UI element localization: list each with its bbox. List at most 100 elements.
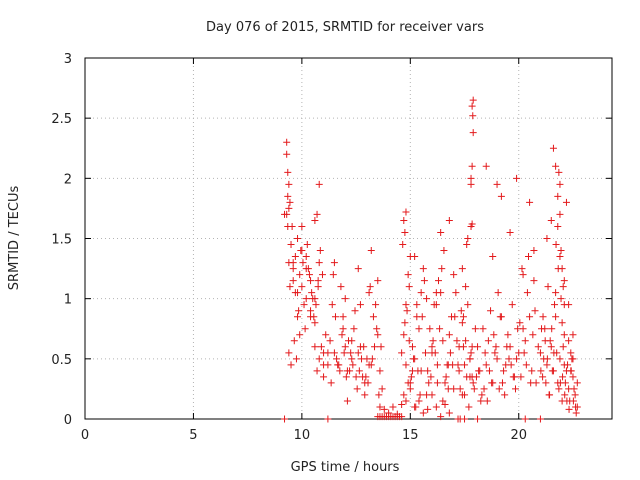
data-point — [556, 379, 564, 387]
data-point — [432, 301, 440, 309]
x-tick-label: 0 — [81, 428, 89, 443]
data-point — [433, 361, 441, 369]
data-point — [496, 313, 504, 321]
data-point — [311, 295, 319, 303]
data-point — [526, 313, 534, 321]
data-point — [456, 385, 464, 393]
data-point — [464, 301, 472, 309]
data-point — [281, 415, 289, 423]
data-point — [452, 289, 460, 297]
data-point — [436, 325, 444, 333]
data-point — [330, 349, 338, 357]
y-tick-label: 0 — [64, 413, 72, 428]
data-point — [299, 259, 307, 267]
data-point — [285, 180, 293, 188]
data-point — [401, 319, 409, 327]
data-point — [521, 337, 529, 345]
data-point — [494, 289, 502, 297]
data-point — [343, 397, 351, 405]
data-point — [558, 265, 566, 273]
data-point — [539, 313, 547, 321]
data-point — [339, 313, 347, 321]
data-point — [543, 361, 551, 369]
data-point — [404, 379, 412, 387]
data-point — [561, 391, 569, 399]
data-point — [313, 367, 321, 375]
data-point — [559, 283, 567, 291]
x-tick-label: 5 — [189, 428, 197, 443]
data-point — [308, 289, 316, 297]
data-point — [465, 403, 473, 411]
data-point — [328, 301, 336, 309]
data-point — [405, 283, 413, 291]
data-point — [286, 283, 294, 291]
data-point — [559, 373, 567, 381]
data-point — [307, 313, 315, 321]
data-point — [557, 247, 565, 255]
data-point — [295, 307, 303, 315]
data-point — [552, 289, 560, 297]
data-point — [404, 271, 412, 279]
data-point — [573, 379, 581, 387]
y-axis-label: SRMTID / TECUs — [7, 186, 22, 291]
data-point — [462, 337, 470, 345]
data-point — [333, 355, 341, 363]
data-point — [541, 337, 549, 345]
data-point — [302, 295, 310, 303]
data-point — [528, 367, 536, 375]
data-point — [318, 271, 326, 279]
data-point — [302, 253, 310, 261]
data-point — [458, 391, 466, 399]
data-point — [507, 361, 515, 369]
data-point — [463, 241, 471, 249]
data-point — [320, 361, 328, 369]
data-point — [567, 367, 575, 375]
data-point — [330, 259, 338, 267]
data-point — [470, 385, 478, 393]
data-point — [316, 247, 324, 255]
data-point — [398, 401, 406, 409]
data-point — [513, 355, 521, 363]
data-point — [428, 349, 436, 357]
data-point — [441, 401, 449, 409]
data-point — [482, 361, 490, 369]
data-point — [548, 367, 556, 375]
data-point — [565, 405, 573, 413]
data-point — [485, 367, 493, 375]
data-point — [337, 283, 345, 291]
data-point — [543, 235, 551, 242]
y-tick-label: 2.5 — [51, 112, 72, 127]
data-point — [558, 319, 566, 327]
data-point — [555, 385, 563, 393]
data-point — [482, 162, 490, 170]
data-point — [467, 174, 475, 182]
data-point — [340, 349, 348, 357]
data-point — [526, 198, 534, 206]
data-point — [469, 96, 477, 104]
data-point — [376, 367, 384, 375]
data-point — [415, 325, 423, 333]
data-point — [289, 265, 297, 273]
data-point — [455, 343, 463, 351]
data-point — [556, 355, 564, 363]
data-point — [410, 355, 418, 363]
data-point — [511, 385, 519, 393]
data-point — [493, 355, 501, 363]
data-point — [548, 325, 556, 333]
data-point — [491, 349, 499, 357]
y-tick-label: 3 — [64, 52, 72, 67]
data-point — [479, 325, 487, 333]
chart-title: Day 076 of 2015, SRMTID for receiver var… — [206, 20, 484, 35]
data-point — [433, 379, 441, 387]
data-point — [519, 271, 527, 279]
data-point — [556, 253, 564, 261]
data-point — [298, 247, 306, 255]
x-axis-label: GPS time / hours — [291, 460, 400, 475]
data-point — [516, 319, 524, 327]
data-point — [518, 265, 526, 273]
data-point — [547, 216, 555, 224]
data-point — [367, 247, 375, 255]
data-point — [296, 331, 304, 339]
data-point — [438, 265, 446, 273]
